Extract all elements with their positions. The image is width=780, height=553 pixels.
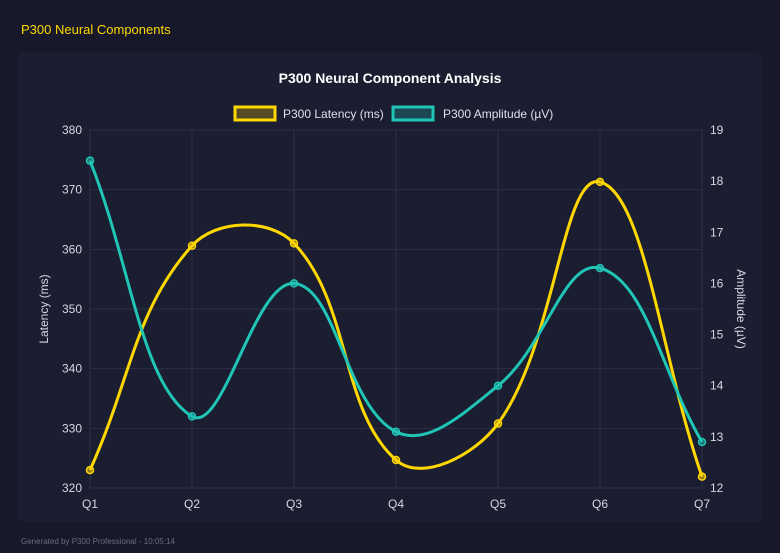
chart-title: P300 Neural Component Analysis xyxy=(279,70,502,86)
data-point xyxy=(493,419,503,428)
data-point xyxy=(697,437,707,447)
data-point xyxy=(595,177,605,187)
x-tick-label: Q2 xyxy=(184,497,200,511)
data-point xyxy=(595,263,605,273)
y-right-tick-label: 14 xyxy=(710,379,724,393)
x-tick-label: Q3 xyxy=(286,497,302,511)
y-right-tick-label: 18 xyxy=(710,174,724,188)
y-right-tick-label: 17 xyxy=(710,225,724,239)
y-left-tick-label: 320 xyxy=(62,481,82,495)
y-right-tick-label: 19 xyxy=(710,123,724,137)
y-right-tick-label: 15 xyxy=(710,328,724,342)
y-left-tick-label: 350 xyxy=(62,302,82,316)
y-right-axis-label: Amplitude (µV) xyxy=(734,269,748,349)
page-title: P300 Neural Components xyxy=(21,22,171,37)
x-tick-label: Q4 xyxy=(388,497,404,511)
y-left-axis-label: Latency (ms) xyxy=(37,274,51,343)
data-point xyxy=(493,381,503,390)
x-tick-label: Q6 xyxy=(592,497,608,511)
legend-label: P300 Amplitude (µV) xyxy=(443,107,553,121)
x-tick-label: Q5 xyxy=(490,497,506,511)
y-left-tick-label: 330 xyxy=(62,421,82,435)
y-right-tick-label: 16 xyxy=(710,276,724,290)
y-left-tick-label: 380 xyxy=(62,123,82,137)
legend-swatch xyxy=(233,105,277,122)
x-tick-label: Q7 xyxy=(694,497,710,511)
data-point xyxy=(187,412,197,421)
data-point xyxy=(289,279,299,288)
data-point xyxy=(85,156,95,165)
y-left-tick-label: 360 xyxy=(62,242,82,256)
data-point xyxy=(391,455,401,465)
legend-label: P300 Latency (ms) xyxy=(283,107,384,121)
data-point xyxy=(391,427,401,436)
footer-text: Generated by P300 Professional - 10:05:1… xyxy=(21,537,175,546)
data-point xyxy=(187,241,197,251)
y-right-tick-label: 13 xyxy=(710,430,724,444)
y-right-tick-label: 12 xyxy=(710,481,724,495)
y-left-tick-label: 340 xyxy=(62,362,82,376)
data-point xyxy=(697,472,707,481)
data-point xyxy=(85,465,95,475)
data-point xyxy=(289,239,299,248)
y-left-tick-label: 370 xyxy=(62,183,82,197)
legend-swatch xyxy=(391,105,435,122)
x-tick-label: Q1 xyxy=(82,497,98,511)
